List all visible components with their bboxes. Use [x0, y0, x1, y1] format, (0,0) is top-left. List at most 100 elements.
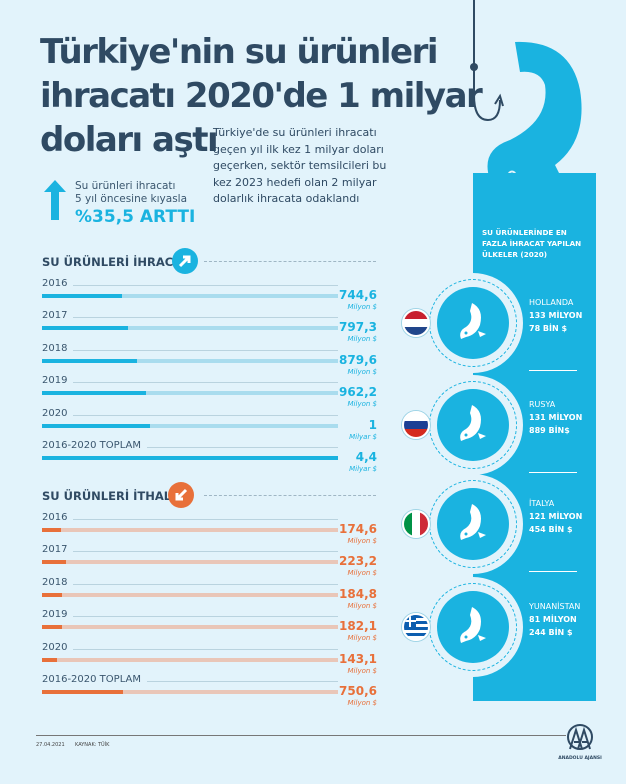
fish-icon [458, 301, 488, 345]
bar [42, 528, 61, 532]
title-line: doları aştı [40, 120, 219, 160]
title-line: ihracatı 2020'de 1 milyar [40, 76, 483, 116]
dashed-ring [429, 279, 517, 367]
country-value: 78 BİN $ [529, 324, 568, 333]
row-gridline [42, 583, 338, 585]
country-value: 81 MİLYON [529, 615, 577, 624]
chart-title: SU ÜRÜNLERİ İHRACATI [42, 255, 194, 269]
country-name: RUSYA [529, 400, 556, 409]
category-label: 2016-2020 TOPLAM [42, 674, 147, 685]
fish-circle [437, 488, 509, 560]
value-label: 744,6 [339, 288, 377, 302]
bar [42, 625, 62, 630]
section-divider [204, 261, 376, 262]
unit-label: Milyon $ [347, 537, 377, 545]
fish-circle [437, 389, 509, 461]
bar-track [42, 625, 338, 630]
title-line: Türkiye'nin su ürünleri [40, 32, 439, 72]
country-badge [423, 273, 523, 373]
country-value: 133 MİLYON [529, 311, 583, 320]
bar-track [42, 690, 338, 694]
value-label: 143,1 [339, 651, 377, 666]
country-badge [423, 474, 523, 574]
greece-flag-icon [402, 613, 430, 641]
country-value: 454 BİN $ [529, 525, 573, 534]
countries-title: SU ÜRÜNLERİNDE EN FAZLA İHRACAT YAPILAN … [482, 228, 582, 259]
country-value: 244 BİN $ [529, 628, 573, 637]
value-label: 879,6 [339, 352, 377, 367]
bar [42, 456, 338, 460]
svg-text:ANADOLU AJANSI: ANADOLU AJANSI [558, 755, 602, 761]
category-label: 2019 [42, 375, 74, 387]
bar-track [42, 391, 338, 396]
category-label: 2019 [42, 609, 74, 621]
footer-divider [36, 735, 566, 736]
bar [42, 690, 123, 694]
bar-track [42, 560, 338, 565]
highlight-value: %35,5 ARTTI [75, 207, 196, 227]
arrow-up-right-icon [172, 248, 198, 274]
bar-track [42, 456, 338, 460]
country-value: 131 MİLYON [529, 413, 583, 422]
page-title: Türkiye'nin su ürünleri ihracatı 2020'de… [40, 30, 483, 162]
unit-label: Milyon $ [347, 367, 377, 376]
bar [42, 326, 128, 331]
country-value: 889 BİN$ [529, 426, 570, 435]
row-gridline [42, 349, 338, 351]
country-name: İTALYA [529, 499, 555, 508]
unit-label: Milyon $ [347, 666, 377, 675]
category-label: 2018 [42, 576, 74, 588]
dashed-ring [429, 381, 517, 469]
bar-track [42, 358, 338, 363]
bar-track [42, 592, 338, 597]
value-label: 223,2 [339, 554, 377, 569]
row-gridline [42, 648, 338, 650]
row-gridline [42, 285, 338, 286]
bar [42, 423, 150, 428]
row-gridline [42, 519, 338, 520]
unit-label: Milyon $ [347, 569, 377, 578]
bar [42, 592, 62, 597]
bar-track [42, 423, 338, 428]
country-divider [529, 370, 577, 371]
dashed-ring [429, 480, 517, 568]
row-gridline [42, 447, 338, 448]
bar [42, 294, 123, 298]
row-gridline [42, 317, 338, 319]
category-label: 2020 [42, 641, 74, 653]
category-label: 2016 [42, 512, 74, 523]
highlight-line: Su ürünleri ihracatı [75, 180, 176, 192]
unit-label: Milyon $ [347, 303, 377, 311]
russia-flag-icon [402, 411, 430, 439]
fish-icon [458, 605, 488, 649]
highlight-line: 5 yıl öncesine kıyasla [75, 193, 188, 205]
country-name: YUNANİSTAN [529, 602, 581, 611]
lead-text: Türkiye'de su ürünleri ihracatı geçen yı… [213, 126, 387, 205]
fish-circle [437, 287, 509, 359]
country-badge [423, 577, 523, 677]
country-divider [529, 571, 577, 572]
bar [42, 657, 58, 662]
bar-track [42, 294, 338, 298]
value-label: 750,6 [339, 684, 377, 698]
fish-icon [458, 502, 488, 546]
bar [42, 391, 146, 396]
unit-label: Milyon $ [347, 634, 377, 643]
country-name: HOLLANDA [529, 298, 574, 307]
unit-label: Milyar $ [349, 432, 377, 441]
value-label: 184,8 [339, 586, 377, 601]
unit-label: Milyar $ [349, 465, 377, 473]
country-divider [529, 472, 577, 473]
country-badge [423, 375, 523, 475]
category-label: 2016 [42, 278, 74, 289]
unit-label: Milyon $ [347, 601, 377, 610]
unit-label: Milyon $ [347, 335, 377, 344]
value-label: 182,1 [339, 619, 377, 634]
country-value: 121 MİLYON [529, 512, 583, 521]
bar-track [42, 528, 338, 532]
arrow-up-icon [44, 180, 66, 220]
value-label: 174,6 [339, 522, 377, 536]
fish-icon [458, 403, 488, 447]
unit-label: Milyon $ [347, 699, 377, 707]
value-label: 1 [368, 417, 377, 432]
